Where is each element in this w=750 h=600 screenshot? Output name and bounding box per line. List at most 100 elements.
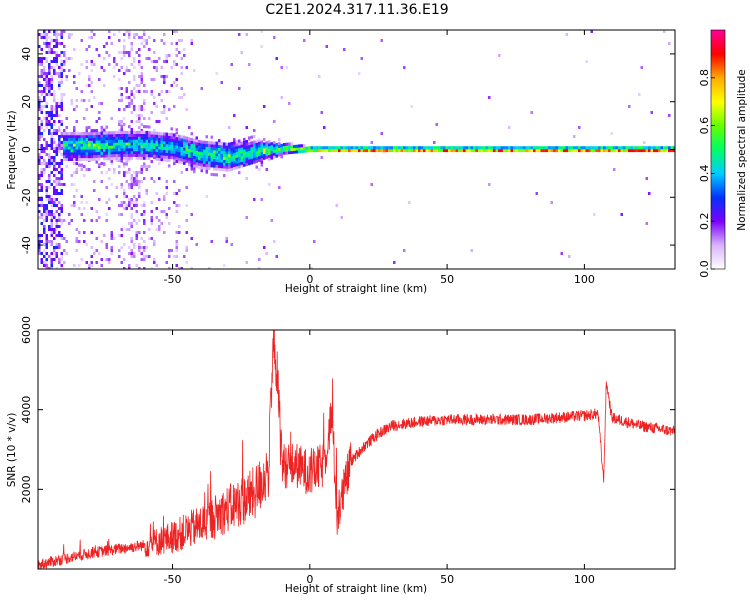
spectrogram-cell <box>65 57 68 60</box>
spectrogram-cell <box>233 166 236 171</box>
spectrogram-cell <box>43 159 46 162</box>
spectrogram-cell <box>138 243 141 246</box>
spectrogram-cell <box>53 228 56 231</box>
spectrogram-cell <box>90 146 93 150</box>
spectrogram-cell <box>265 168 268 171</box>
spectrogram-cell <box>295 147 298 151</box>
spectrogram-cell <box>160 146 163 150</box>
spectrogram-cell <box>50 132 53 135</box>
spectrogram-cell <box>90 143 93 147</box>
spectrogram-cell <box>425 146 428 150</box>
spectrogram-cell <box>160 222 163 225</box>
spectrogram-cell <box>40 69 43 72</box>
spectrogram-cell <box>410 149 413 153</box>
spectrogram-cell <box>190 42 193 45</box>
spectrogram-cell <box>128 201 131 204</box>
spectrogram-cell <box>178 189 181 192</box>
spectrogram-cell <box>155 228 158 231</box>
spectrogram-cell <box>105 42 108 45</box>
spectrogram-cell <box>228 168 231 172</box>
spectrogram-cell <box>243 143 246 147</box>
spectrogram-cell <box>230 243 233 246</box>
spectrogram-cell <box>240 158 243 162</box>
spectrogram-cell <box>90 155 93 159</box>
spectrogram-cell <box>40 36 43 39</box>
spectrogram-cell <box>255 151 258 155</box>
spectrogram-cell <box>140 42 143 45</box>
spectrogram-cell <box>108 139 111 144</box>
spectrogram-cell <box>143 117 146 120</box>
spectrogram-cell <box>128 156 131 160</box>
spectrogram-cell <box>40 48 43 51</box>
spectrogram-cell <box>140 180 143 183</box>
spectrogram-cell <box>60 267 63 269</box>
spectrogram-cell <box>73 132 76 136</box>
spectrogram-cell <box>178 143 181 147</box>
spectrogram-cell <box>545 149 548 153</box>
spectrogram-cell <box>38 243 41 246</box>
spectrogram-cell <box>50 198 53 201</box>
spectrogram-cell <box>193 158 196 162</box>
spectrogram-cell <box>110 117 113 120</box>
spectrogram-cell <box>670 146 673 150</box>
spectrogram-cell <box>245 154 248 158</box>
spectrogram-cell <box>55 252 58 255</box>
spectrogram-cell <box>198 162 201 166</box>
spectrogram-cell <box>130 99 133 102</box>
spectrogram-cell <box>73 143 76 147</box>
spectrogram-cell <box>50 48 53 51</box>
spectrogram-cell <box>93 149 96 153</box>
spectrogram-cell <box>133 78 136 81</box>
spectrogram-cell <box>125 162 128 166</box>
spectrogram-cell <box>205 146 208 150</box>
spectrogram-cell <box>133 66 136 69</box>
spectrogram-cell <box>48 114 51 117</box>
spectrogram-cell <box>40 168 43 171</box>
spectrogram-cell <box>120 51 123 54</box>
spectrogram-cell <box>48 186 51 189</box>
spectrogram-cell <box>268 146 271 150</box>
spectrogram-cell <box>183 255 186 258</box>
spectrogram-cell <box>163 132 166 136</box>
spectrogram-cell <box>253 160 256 164</box>
spectrogram-cell <box>148 237 151 240</box>
spectrogram-cell <box>138 84 141 87</box>
spectrogram-cell <box>135 180 138 183</box>
spectrogram-cell <box>175 142 178 146</box>
spectrogram-cell <box>100 162 103 165</box>
spectrogram-cell <box>185 186 188 189</box>
spectrogram-cell <box>120 123 123 126</box>
snr-y-label: SNR (10 * v/v) <box>6 413 18 488</box>
spectrogram-cell <box>403 249 406 252</box>
spectrogram-cell <box>133 145 136 149</box>
spectrogram-cell <box>48 177 51 180</box>
spectrogram-cell <box>43 78 46 81</box>
spectrogram-cell <box>130 48 133 51</box>
spectrogram-cell <box>168 141 171 145</box>
spectrogram-cell <box>150 145 153 149</box>
spectrogram-cell <box>48 87 51 90</box>
spectrogram-cell <box>53 129 56 132</box>
spectrogram-cell <box>40 198 43 201</box>
spectrogram-cell <box>235 166 238 170</box>
spectrogram-cell <box>55 192 58 195</box>
spectrogram-cell <box>78 134 81 139</box>
spectrogram-cell <box>210 155 213 159</box>
spectrogram-cell <box>148 136 151 140</box>
spectrogram-cell <box>158 120 161 123</box>
spectrogram-cell <box>173 150 176 154</box>
spectrogram-cell <box>103 128 106 132</box>
spectrogram-cell <box>300 144 303 148</box>
spectrogram-cell <box>105 51 108 54</box>
spectrogram-cell <box>658 146 661 150</box>
spectrogram-cell <box>90 137 93 141</box>
spectrogram-cell <box>75 152 78 156</box>
spectrogram-cell <box>100 151 103 155</box>
spectrogram-cell <box>93 63 96 66</box>
spectrogram-cell <box>245 216 248 219</box>
spectrogram-cell <box>108 261 111 264</box>
spectrogram-cell <box>123 207 126 210</box>
spectrogram-cell <box>40 156 43 159</box>
spectrogram-cell <box>58 192 61 195</box>
spectrogram-cell <box>188 140 191 144</box>
